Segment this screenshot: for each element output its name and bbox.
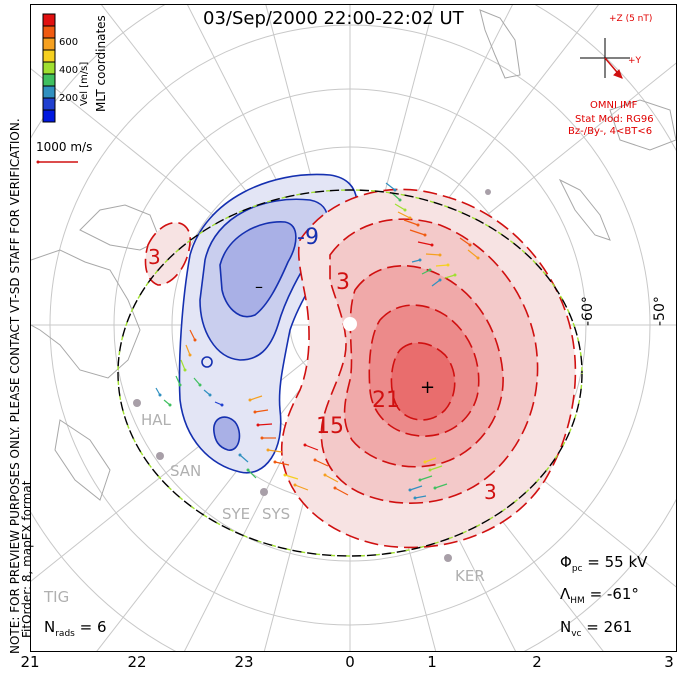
stat-nrads: Nrads = 6	[44, 618, 107, 639]
magnetic-pole-marker	[343, 317, 357, 331]
coastlines	[31, 9, 676, 501]
station-tig: TIG	[44, 588, 70, 606]
potential-max-marker: +	[420, 377, 435, 398]
potential-min-marker: –	[255, 277, 263, 296]
stat-nvc: Nvc = 261	[560, 618, 633, 639]
station-ker: KER	[455, 567, 485, 585]
mlt-tick-23: 23	[234, 653, 254, 671]
contour-label-15: 15	[316, 414, 344, 439]
colorbar-tick-400: 400	[59, 65, 79, 76]
positive-cell: +	[280, 188, 577, 549]
coordinate-system-label: MLT coordinates	[94, 15, 108, 112]
mlt-tick-0: 0	[345, 653, 355, 671]
mlt-tick-3: 3	[664, 653, 674, 671]
radar-sites	[133, 189, 491, 562]
fit-order-note: FitOrder: 8, mapEX format	[20, 480, 34, 638]
contour-label-neg-9: -9	[297, 225, 319, 250]
mlt-tick-21: 21	[20, 653, 40, 671]
map-plot-frame	[30, 4, 677, 652]
station-san: SAN	[170, 462, 202, 480]
imf-y-label: +Y	[628, 56, 642, 66]
imf-z-label: +Z (5 nT)	[609, 14, 653, 24]
colorbar-label: Vel [m/s]	[79, 61, 90, 106]
velocity-vectors	[155, 182, 480, 500]
contour-label-left-3: 3	[148, 245, 161, 269]
stat-phi-pc: Φpc = 55 kV	[560, 553, 648, 574]
mlt-tick-22: 22	[127, 653, 147, 671]
station-sys: SYS	[262, 505, 291, 523]
positive-patch-left	[144, 221, 191, 286]
colorbar-tick-600: 600	[59, 37, 79, 48]
imf-stat-mod: Stat Mod: RG96	[575, 114, 654, 125]
mlt-tick-2: 2	[532, 653, 542, 671]
stat-lambda-hm: ΛHM = -61°	[560, 585, 639, 606]
contour-label-pos-3: 3	[336, 270, 350, 295]
velocity-colorbar	[42, 13, 56, 123]
contour-label-outer-3: 3	[484, 480, 497, 504]
station-sye: SYE	[222, 505, 251, 523]
vector-scale-bar	[36, 160, 78, 164]
imf-source: OMNI IMF	[590, 100, 638, 111]
contour-label-21: 21	[372, 388, 400, 413]
map-title: 03/Sep/2000 22:00-22:02 UT	[203, 8, 464, 29]
lat-label-60: -60°	[580, 296, 596, 326]
station-hal: HAL	[141, 411, 171, 429]
imf-clock	[580, 38, 630, 79]
colorbar-tick-200: 200	[59, 93, 79, 104]
imf-condition: Bz-/By-, 4<BT<6	[568, 126, 653, 137]
mlt-tick-1: 1	[427, 653, 437, 671]
vector-scale-label: 1000 m/s	[36, 140, 93, 154]
lat-label-50: -50°	[652, 296, 668, 326]
